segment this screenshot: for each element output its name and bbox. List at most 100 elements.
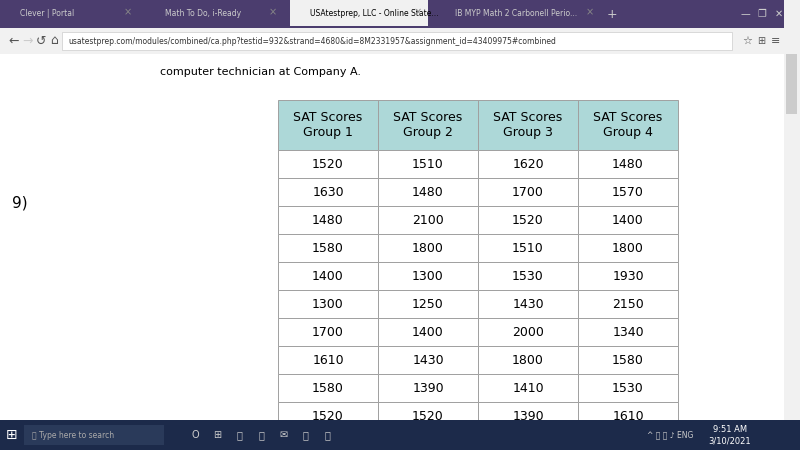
- Bar: [378, 178, 478, 206]
- Bar: [578, 100, 678, 150]
- Text: →: →: [22, 35, 33, 48]
- Text: 1400: 1400: [312, 270, 344, 283]
- Text: 1510: 1510: [512, 242, 544, 255]
- Bar: [578, 402, 678, 430]
- Text: 🌐: 🌐: [258, 430, 264, 440]
- Bar: [478, 290, 578, 318]
- Text: 1520: 1520: [412, 410, 444, 423]
- Text: USAtestprep, LLC - Online State...: USAtestprep, LLC - Online State...: [310, 9, 438, 18]
- Text: ⊞: ⊞: [6, 428, 18, 442]
- Bar: [378, 206, 478, 234]
- Text: ⌂: ⌂: [50, 35, 58, 48]
- Text: 1530: 1530: [612, 382, 644, 395]
- Bar: [578, 262, 678, 290]
- Text: 1570: 1570: [612, 185, 644, 198]
- Text: ×: ×: [269, 7, 277, 17]
- Bar: [378, 374, 478, 402]
- Text: 1930: 1930: [612, 270, 644, 283]
- Bar: [278, 178, 378, 206]
- Text: 1800: 1800: [612, 242, 644, 255]
- Text: 1610: 1610: [612, 410, 644, 423]
- Text: 1430: 1430: [412, 354, 444, 366]
- Text: SAT Scores
Group 4: SAT Scores Group 4: [594, 111, 662, 139]
- Text: ≡: ≡: [771, 36, 780, 46]
- Bar: [478, 346, 578, 374]
- Bar: [578, 178, 678, 206]
- Bar: [578, 374, 678, 402]
- Bar: [278, 290, 378, 318]
- Bar: [378, 318, 478, 346]
- Bar: [378, 100, 478, 150]
- Text: 🎵: 🎵: [302, 430, 308, 440]
- Bar: [145, 0, 283, 26]
- Text: Clever | Portal: Clever | Portal: [20, 9, 74, 18]
- Text: 1430: 1430: [512, 297, 544, 310]
- Text: ×: ×: [586, 7, 594, 17]
- Bar: [278, 206, 378, 234]
- Bar: [0, 0, 138, 26]
- Text: 1630: 1630: [312, 185, 344, 198]
- Bar: [478, 100, 578, 150]
- Text: 🔴: 🔴: [324, 430, 330, 440]
- Text: ✕: ✕: [775, 9, 783, 19]
- Text: 2100: 2100: [412, 213, 444, 226]
- Text: Math To Do, i-Ready: Math To Do, i-Ready: [165, 9, 241, 18]
- Text: ×: ×: [414, 7, 422, 17]
- Text: —: —: [740, 9, 750, 19]
- Bar: [435, 0, 600, 26]
- Bar: [578, 318, 678, 346]
- Bar: [278, 318, 378, 346]
- Bar: [578, 206, 678, 234]
- Text: 1620: 1620: [512, 158, 544, 171]
- Bar: [278, 234, 378, 262]
- Text: 1580: 1580: [312, 242, 344, 255]
- Text: 1340: 1340: [612, 325, 644, 338]
- Text: 1410: 1410: [512, 382, 544, 395]
- Text: ⊞: ⊞: [213, 430, 221, 440]
- Text: 🔍 Type here to search: 🔍 Type here to search: [32, 431, 114, 440]
- Bar: [478, 402, 578, 430]
- Text: 1390: 1390: [512, 410, 544, 423]
- Text: 1580: 1580: [612, 354, 644, 366]
- Text: computer technician at Company A.: computer technician at Company A.: [160, 67, 361, 77]
- Bar: [0, 0, 800, 28]
- Bar: [786, 54, 797, 114]
- Text: ^ ᪤ ᪥ ♪ ENG: ^ ᪤ ᪥ ♪ ENG: [647, 431, 693, 440]
- Text: usatestprep.com/modules/combined/ca.php?testid=932&strand=4680&id=8M2331957&assi: usatestprep.com/modules/combined/ca.php?…: [68, 36, 556, 45]
- Text: O: O: [191, 430, 199, 440]
- Text: 1520: 1520: [312, 410, 344, 423]
- Bar: [578, 290, 678, 318]
- Bar: [578, 346, 678, 374]
- Bar: [478, 318, 578, 346]
- Text: +: +: [606, 8, 618, 21]
- Text: ❐: ❐: [758, 9, 766, 19]
- Bar: [378, 262, 478, 290]
- Bar: [24, 425, 164, 445]
- Bar: [478, 374, 578, 402]
- Text: 1700: 1700: [312, 325, 344, 338]
- Text: 1300: 1300: [412, 270, 444, 283]
- Text: 1480: 1480: [412, 185, 444, 198]
- Text: 1800: 1800: [412, 242, 444, 255]
- Text: 1800: 1800: [512, 354, 544, 366]
- Bar: [0, 28, 800, 54]
- Text: 1300: 1300: [312, 297, 344, 310]
- Bar: [278, 262, 378, 290]
- Bar: [278, 402, 378, 430]
- Text: SAT Scores
Group 2: SAT Scores Group 2: [394, 111, 462, 139]
- Text: IB MYP Math 2 Carbonell Perio...: IB MYP Math 2 Carbonell Perio...: [455, 9, 577, 18]
- Bar: [378, 150, 478, 178]
- Text: SAT Scores
Group 3: SAT Scores Group 3: [494, 111, 562, 139]
- Bar: [378, 290, 478, 318]
- Bar: [578, 234, 678, 262]
- Bar: [478, 178, 578, 206]
- Text: 9): 9): [12, 195, 28, 210]
- Text: 1610: 1610: [312, 354, 344, 366]
- Text: 9:51 AM: 9:51 AM: [713, 426, 747, 435]
- Bar: [278, 346, 378, 374]
- Bar: [290, 0, 428, 26]
- Bar: [478, 206, 578, 234]
- Bar: [378, 234, 478, 262]
- Text: SAT Scores
Group 1: SAT Scores Group 1: [294, 111, 362, 139]
- Text: 1250: 1250: [412, 297, 444, 310]
